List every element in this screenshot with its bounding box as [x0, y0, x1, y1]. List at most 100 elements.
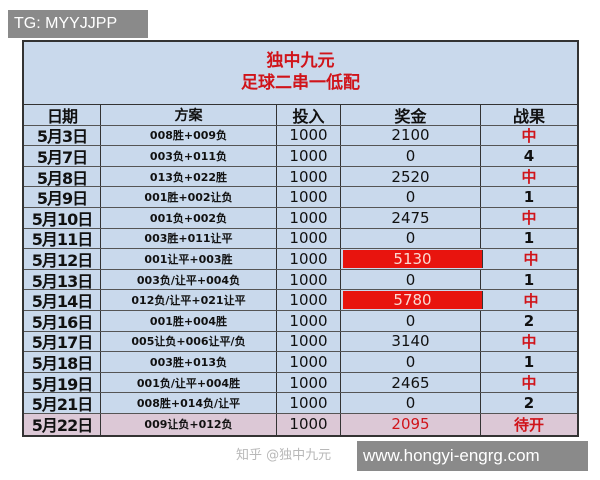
invest-cell: 1000: [277, 146, 341, 166]
invest-cell: 1000: [277, 331, 341, 352]
table-row: 5月13日 003负/让平+004负 1000 0 1: [24, 269, 577, 291]
prize-cell: 5780: [343, 291, 483, 309]
plan-cell: 003胜+013负: [101, 352, 277, 372]
prize-cell: 2465: [341, 372, 481, 393]
results-table: 独中九元 足球二串一低配 日期 方案 投入 奖金 战果 5月3日 008胜+009…: [22, 40, 579, 437]
invest-cell: 1000: [277, 228, 341, 249]
plan-cell: 001胜+004胜: [101, 310, 277, 331]
plan-cell: 012负/让平+021让平: [101, 290, 277, 310]
plan-cell: 009让负+012负: [101, 413, 277, 435]
invest-cell: 1000: [277, 187, 341, 207]
table-row: 5月7日 003负+011负 1000 0 4: [24, 146, 577, 167]
date-cell: 5月16日: [24, 310, 101, 332]
plan-cell: 001让平+003胜: [101, 249, 277, 269]
result-cell: 4: [523, 146, 535, 165]
prize-cell: 0: [341, 310, 481, 331]
table-row: 5月11日 003胜+011让平 1000 0 1: [24, 228, 577, 249]
plan-cell: 008胜+014负/让平: [101, 393, 277, 413]
header-plan: 方案: [101, 105, 277, 125]
prize-cell: 0: [341, 187, 481, 207]
plan-cell: 001胜+002让负: [101, 187, 277, 207]
date-cell: 5月22日: [24, 413, 101, 435]
plan-cell: 001负+002负: [101, 207, 277, 228]
result-cell: 中: [521, 168, 537, 187]
invest-cell: 1000: [277, 393, 341, 413]
prize-cell: 0: [341, 146, 481, 166]
title-line-2: 足球二串一低配: [241, 73, 360, 93]
date-cell: 5月3日: [24, 125, 101, 146]
title-line-1: 独中九元: [266, 51, 335, 71]
prize-cell: 2100: [341, 125, 481, 146]
prize-cell: 2095: [341, 413, 481, 435]
result-cell: 1: [523, 188, 535, 207]
date-cell: 5月10日: [24, 207, 101, 229]
result-cell: 中: [521, 126, 537, 145]
prize-cell: 3140: [341, 331, 481, 352]
prize-cell: 0: [341, 352, 481, 372]
prize-cell: 5130: [343, 250, 483, 268]
invest-cell: 1000: [277, 352, 341, 372]
date-cell: 5月12日: [24, 249, 101, 270]
result-cell: 1: [523, 352, 535, 371]
top-tag-watermark: TG: MYYJJPP: [8, 10, 148, 38]
table-row: 5月8日 013负+022胜 1000 2520 中: [24, 166, 577, 188]
header-prize: 奖金: [341, 105, 481, 126]
table-row: 5月9日 001胜+002让负 1000 0 1: [24, 187, 577, 208]
table-row: 5月18日 003胜+013负 1000 0 1: [24, 352, 577, 373]
date-cell: 5月9日: [24, 187, 101, 208]
invest-cell: 1000: [277, 166, 341, 187]
plan-cell: 005让负+006让平/负: [101, 331, 277, 352]
date-cell: 5月19日: [24, 372, 101, 394]
plan-cell: 003负+011负: [101, 146, 277, 166]
date-cell: 5月7日: [24, 146, 101, 167]
plan-cell: 008胜+009负: [101, 125, 277, 146]
date-cell: 5月21日: [24, 393, 101, 414]
table-row: 5月12日 001让平+003胜 1000 5130 中: [24, 249, 577, 270]
result-cell: 中: [523, 291, 539, 310]
table-row: 5月19日 001负/让平+004胜 1000 2465 中: [24, 372, 577, 394]
result-cell: 2: [523, 311, 535, 330]
table-row: 5月10日 001负+002负 1000 2475 中: [24, 207, 577, 229]
result-cell: 中: [521, 332, 537, 351]
zhihu-watermark: 知乎 @独中九元: [236, 448, 332, 463]
result-cell: 中: [521, 374, 537, 393]
invest-cell: 1000: [277, 372, 341, 393]
invest-cell: 1000: [277, 207, 341, 228]
result-cell: 2: [523, 394, 535, 413]
date-cell: 5月13日: [24, 269, 101, 291]
prize-cell: 0: [341, 393, 481, 413]
prize-cell: 2520: [341, 166, 481, 187]
prize-cell: 0: [341, 228, 481, 249]
header-result: 战果: [512, 106, 545, 126]
plan-cell: 003负/让平+004负: [101, 269, 277, 290]
plan-cell: 003胜+011让平: [101, 228, 277, 249]
table-row: 5月14日 012负/让平+021让平 1000 5780 中: [24, 290, 577, 311]
table-row: 5月17日 005让负+006让平/负 1000 3140 中: [24, 331, 577, 352]
date-cell: 5月8日: [24, 166, 101, 188]
invest-cell: 1000: [277, 269, 341, 290]
site-tag-watermark: www.hongyi-engrg.com: [357, 441, 588, 471]
result-cell: 待开: [513, 415, 544, 434]
table-title: 独中九元 足球二串一低配: [24, 42, 577, 105]
header-row: 日期 方案 投入 奖金 战果: [24, 105, 577, 126]
result-cell: 中: [521, 209, 537, 228]
plan-cell: 001负/让平+004胜: [101, 372, 277, 393]
date-cell: 5月18日: [24, 352, 101, 373]
table-row: 5月16日 001胜+004胜 1000 0 2: [24, 310, 577, 332]
date-cell: 5月17日: [24, 331, 101, 352]
plan-cell: 013负+022胜: [101, 166, 277, 187]
invest-cell: 1000: [277, 413, 341, 435]
date-cell: 5月14日: [24, 290, 101, 311]
prize-cell: 2475: [341, 207, 481, 228]
result-cell: 1: [523, 270, 535, 289]
invest-cell: 1000: [277, 290, 341, 310]
prize-cell: 0: [341, 269, 481, 290]
table-row: 5月21日 008胜+014负/让平 1000 0 2: [24, 393, 577, 414]
header-date: 日期: [24, 105, 101, 126]
date-cell: 5月11日: [24, 228, 101, 249]
invest-cell: 1000: [277, 125, 341, 146]
table-row: 5月3日 008胜+009负 1000 2100 中: [24, 125, 577, 146]
invest-cell: 1000: [277, 249, 341, 269]
result-cell: 中: [523, 250, 539, 269]
table-row: 5月22日 009让负+012负 1000 2095 待开: [24, 413, 577, 435]
